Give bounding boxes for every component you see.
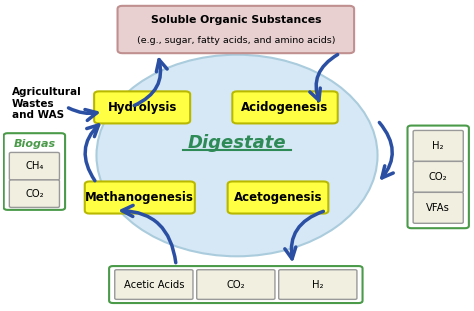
FancyBboxPatch shape bbox=[408, 126, 469, 228]
Text: Acidogenesis: Acidogenesis bbox=[241, 101, 328, 114]
FancyBboxPatch shape bbox=[413, 130, 463, 161]
Text: H₂: H₂ bbox=[432, 141, 444, 151]
Text: CO₂: CO₂ bbox=[25, 189, 44, 199]
FancyBboxPatch shape bbox=[228, 181, 328, 214]
Text: Biogas: Biogas bbox=[13, 139, 55, 149]
FancyBboxPatch shape bbox=[413, 193, 463, 223]
Text: Acetic Acids: Acetic Acids bbox=[124, 280, 184, 290]
FancyBboxPatch shape bbox=[109, 266, 363, 303]
FancyBboxPatch shape bbox=[4, 133, 65, 210]
FancyBboxPatch shape bbox=[413, 161, 463, 193]
Text: CH₄: CH₄ bbox=[25, 161, 44, 171]
FancyBboxPatch shape bbox=[9, 152, 59, 180]
Text: Agricultural
Wastes
and WAS: Agricultural Wastes and WAS bbox=[12, 87, 82, 120]
FancyBboxPatch shape bbox=[9, 180, 59, 207]
FancyBboxPatch shape bbox=[115, 270, 193, 299]
Text: (e.g., sugar, fatty acids, and amino acids): (e.g., sugar, fatty acids, and amino aci… bbox=[137, 36, 335, 45]
Ellipse shape bbox=[97, 55, 377, 256]
FancyBboxPatch shape bbox=[197, 270, 275, 299]
FancyBboxPatch shape bbox=[232, 91, 337, 123]
Text: Hydrolysis: Hydrolysis bbox=[108, 101, 177, 114]
FancyBboxPatch shape bbox=[118, 6, 354, 53]
Text: Methanogenesis: Methanogenesis bbox=[85, 191, 194, 204]
FancyBboxPatch shape bbox=[85, 181, 195, 214]
Text: H₂: H₂ bbox=[312, 280, 324, 290]
Text: Digestate: Digestate bbox=[188, 134, 286, 152]
Text: CO₂: CO₂ bbox=[429, 172, 447, 182]
Text: Acetogenesis: Acetogenesis bbox=[234, 191, 322, 204]
Text: VFAs: VFAs bbox=[426, 203, 450, 213]
FancyBboxPatch shape bbox=[279, 270, 357, 299]
Text: Soluble Organic Substances: Soluble Organic Substances bbox=[151, 16, 321, 26]
Text: CO₂: CO₂ bbox=[227, 280, 245, 290]
FancyBboxPatch shape bbox=[94, 91, 190, 123]
